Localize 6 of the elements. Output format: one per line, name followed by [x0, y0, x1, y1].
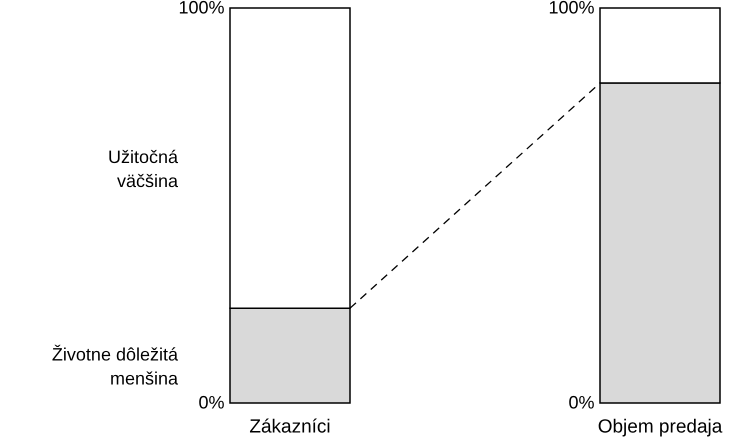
y2-tick-label: 0%: [568, 392, 594, 412]
text: Životne dôležitá menšina: [52, 344, 179, 389]
y2-tick-label: 100%: [548, 0, 594, 18]
x-tick-label: Objem predaja: [598, 416, 723, 438]
text: Užitočná väčšina: [108, 147, 179, 192]
x-tick-label: Zákazníci: [249, 416, 331, 438]
